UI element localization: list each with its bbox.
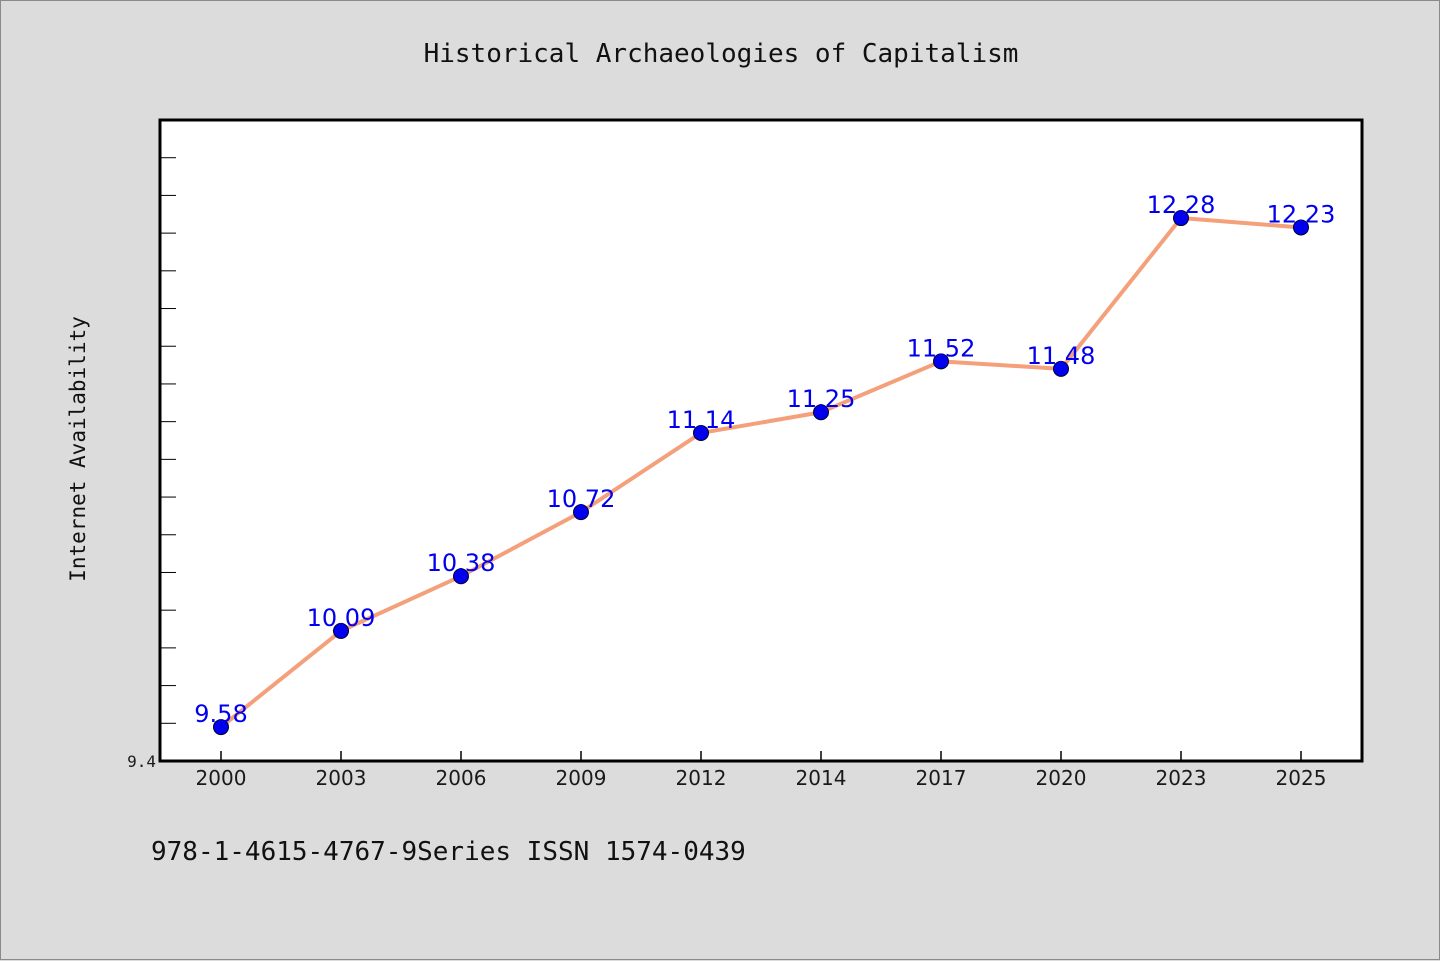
x-tick-label: 2009 <box>556 766 607 790</box>
footnote: 978-1-4615-4767-9Series ISSN 1574-0439 <box>151 837 746 867</box>
x-tick-label: 2006 <box>436 766 487 790</box>
x-tick-label: 2003 <box>316 766 367 790</box>
x-axis-ticks: 2000 2003 2006 2009 2012 2014 2017 2020 2023 2025 <box>196 751 1327 790</box>
x-tick-label: 2025 <box>1276 766 1327 790</box>
x-tick-label: 2014 <box>796 766 847 790</box>
data-label: 10.09 <box>307 604 376 632</box>
data-labels: 9.58 10.09 10.38 10.72 11.14 11.25 11.52 11.48 1… <box>194 191 1335 728</box>
data-label: 12.28 <box>1147 191 1216 219</box>
data-label: 12.23 <box>1267 200 1336 228</box>
data-markers <box>213 210 1309 736</box>
x-tick-label: 2012 <box>676 766 727 790</box>
x-tick-label: 2000 <box>196 766 247 790</box>
y-axis-ticks: 9.4 <box>127 119 176 771</box>
x-tick-label: 2020 <box>1036 766 1087 790</box>
data-point <box>573 504 589 521</box>
data-point <box>1053 360 1069 377</box>
plot-area <box>158 118 1364 763</box>
data-label: 11.52 <box>907 334 976 362</box>
data-point <box>693 424 709 441</box>
data-point <box>453 568 469 585</box>
data-label: 11.14 <box>667 406 736 434</box>
y-axis-title: Internet Availability <box>66 316 90 582</box>
data-label: 9.58 <box>194 700 247 728</box>
chart-title: Historical Archaeologies of Capitalism <box>424 39 1019 69</box>
x-tick-label: 2023 <box>1156 766 1207 790</box>
data-label: 11.25 <box>787 385 856 413</box>
series-line <box>219 216 1302 729</box>
data-label: 11.48 <box>1027 342 1096 370</box>
data-point <box>1173 210 1189 227</box>
data-point <box>213 719 229 736</box>
data-point <box>813 404 829 421</box>
y-tick-label: 9.4 <box>127 752 156 771</box>
data-point <box>333 622 349 639</box>
data-point <box>1293 219 1309 236</box>
data-label: 10.38 <box>427 549 496 577</box>
data-label: 10.72 <box>547 485 616 513</box>
x-tick-label: 2017 <box>916 766 967 790</box>
data-point <box>933 353 949 370</box>
